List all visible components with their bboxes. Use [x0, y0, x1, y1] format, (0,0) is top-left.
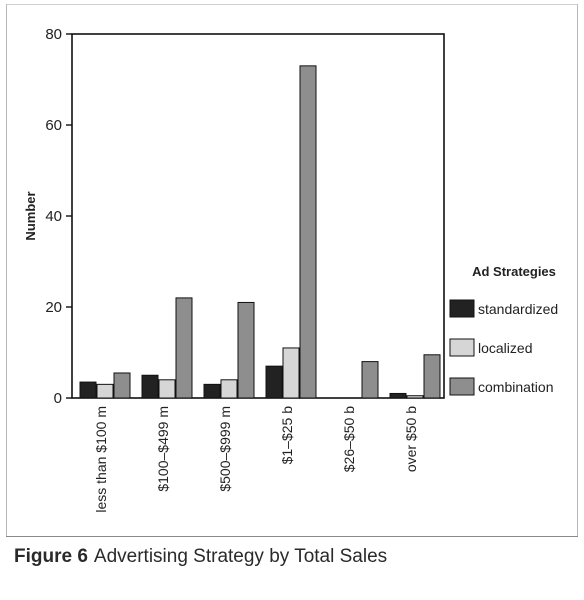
- figure-frame: [6, 4, 578, 536]
- figure-caption: Figure 6 Advertising Strategy by Total Sa…: [14, 546, 387, 568]
- bar-combination: [361, 361, 379, 399]
- bar-standardized: [203, 383, 221, 399]
- bar-chart: 0 20 40 60 80 Number less than $100 m $100–$499…: [23, 26, 558, 513]
- bar-localized: [158, 379, 176, 399]
- legend-swatch-combination: [449, 377, 475, 396]
- bar-localized: [96, 383, 114, 399]
- x-tick-label: less than $100 m: [93, 406, 109, 513]
- legend-swatch-localized: [449, 338, 475, 357]
- bar-standardized: [265, 365, 283, 399]
- bar-combination: [299, 65, 317, 399]
- bar-localized: [220, 379, 238, 399]
- y-tick-label: 0: [54, 390, 62, 407]
- bar-combination: [175, 297, 193, 399]
- figure-number: Figure 6: [14, 546, 88, 567]
- bar-localized: [406, 395, 424, 399]
- y-tick-label: 60: [45, 117, 62, 134]
- x-tick-label: $26–$50 b: [341, 406, 357, 472]
- bar-standardized: [141, 374, 159, 399]
- x-tick-label: over $50 b: [403, 406, 419, 472]
- y-axis-label: Number: [23, 191, 38, 240]
- legend-label-localized: localized: [478, 340, 532, 356]
- caption-rule: [6, 536, 578, 537]
- legend-label-combination: combination: [478, 379, 554, 395]
- legend-label-standardized: standardized: [478, 301, 558, 317]
- legend-swatch-standardized: [449, 299, 475, 318]
- legend-title: Ad Strategies: [472, 264, 556, 279]
- bar-standardized: [389, 392, 407, 399]
- figure-caption-text: Advertising Strategy by Total Sales: [93, 546, 388, 567]
- plot-area-frame: [71, 33, 445, 399]
- y-tick-label: 40: [45, 208, 62, 225]
- bar-combination: [237, 301, 255, 399]
- bar-standardized: [79, 381, 97, 399]
- y-tick-label: 20: [45, 299, 62, 316]
- x-tick-label: $100–$499 m: [155, 406, 171, 492]
- bar-combination: [113, 372, 131, 399]
- x-tick-label: $1–$25 b: [279, 406, 295, 465]
- y-tick-label: 80: [45, 26, 62, 43]
- bar-localized: [282, 347, 300, 399]
- x-tick-label: $500–$999 m: [217, 406, 233, 492]
- bar-combination: [423, 354, 441, 399]
